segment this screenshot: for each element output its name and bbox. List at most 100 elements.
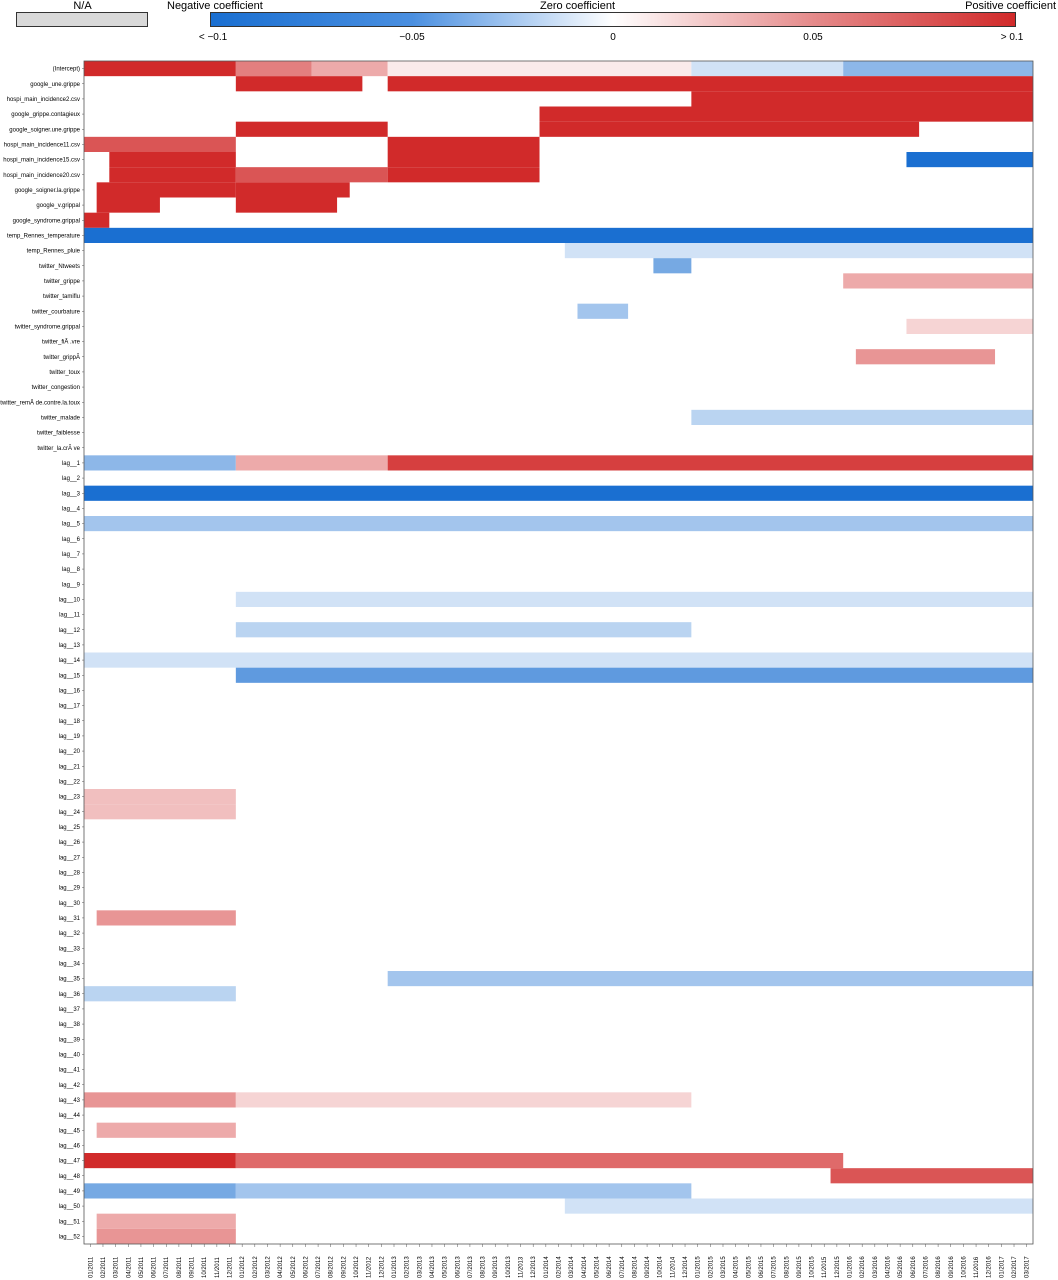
row-label: lag__31: [59, 916, 81, 922]
date-label: 09/2016: [949, 1256, 955, 1278]
row-label: twitter_malade: [41, 415, 81, 421]
heatmap-cell: [906, 318, 1033, 334]
date-label: 05/2015: [746, 1256, 752, 1278]
date-label: 07/2016: [923, 1256, 929, 1278]
row-label: lag__6: [62, 537, 81, 543]
row-label: lag__14: [59, 658, 81, 664]
heatmap-cell: [96, 910, 236, 926]
row-label: lag__36: [59, 992, 81, 998]
date-label: 02/2013: [405, 1256, 411, 1278]
heatmap-cell: [387, 61, 692, 77]
date-label: 04/2012: [278, 1256, 284, 1278]
heatmap-cell: [96, 1213, 236, 1229]
date-label: 01/2011: [88, 1256, 94, 1278]
date-label: 08/2011: [177, 1256, 183, 1278]
row-label: google_une.grippe: [30, 82, 80, 88]
row-label: lag__38: [59, 1022, 81, 1028]
row-label: hospi_main_incidence20.csv: [3, 173, 80, 179]
heatmap-cell: [235, 591, 1034, 607]
row-label: twitter_faiblesse: [37, 431, 81, 437]
row-label: lag__19: [59, 734, 81, 740]
row-label: lag__20: [59, 749, 81, 755]
date-label: 03/2011: [114, 1256, 120, 1278]
row-label: lag__17: [59, 704, 81, 710]
row-label: twitter_grippÃ: [43, 354, 80, 361]
heatmap-cell: [691, 409, 1033, 425]
date-label: 11/2015: [822, 1256, 828, 1278]
date-label: 12/2013: [531, 1256, 537, 1278]
heatmap-cell: [84, 986, 236, 1002]
heatmap-cell: [387, 971, 1033, 987]
row-label: twitter_toux: [49, 370, 80, 376]
row-label: lag__39: [59, 1037, 81, 1043]
row-label: lag__24: [59, 810, 81, 816]
date-label: 03/2016: [873, 1256, 879, 1278]
date-label: 06/2016: [911, 1256, 917, 1278]
heatmap-cell: [84, 516, 1033, 532]
legend-na-label: N/A: [73, 0, 92, 12]
row-label: lag__51: [59, 1219, 81, 1225]
heatmap-cell: [235, 455, 388, 471]
row-label: lag__2: [62, 476, 81, 482]
date-label: 10/2013: [506, 1256, 512, 1278]
row-label: lag__42: [59, 1083, 81, 1089]
row-label: lag__41: [59, 1068, 81, 1074]
row-label: lag__4: [62, 506, 81, 512]
date-label: 10/2014: [658, 1256, 664, 1278]
heatmap-cell: [235, 61, 312, 77]
date-label: 02/2016: [860, 1256, 866, 1278]
heatmap-cell: [843, 273, 1033, 289]
date-label: 02/2015: [708, 1256, 714, 1278]
heatmap-cell: [539, 106, 1033, 122]
row-label: google_soigner.une.grippe: [9, 127, 80, 133]
heatmap-cell: [109, 167, 236, 183]
row-label: lag__27: [59, 855, 81, 861]
date-label: 12/2015: [835, 1256, 841, 1278]
date-label: 12/2016: [987, 1256, 993, 1278]
heatmap-cell: [691, 91, 1033, 107]
date-label: 02/2012: [253, 1256, 259, 1278]
heatmap-cell: [84, 61, 236, 77]
heatmap-cell: [235, 1153, 844, 1169]
date-label: 09/2015: [797, 1256, 803, 1278]
heatmap-cell: [235, 622, 692, 638]
row-label: hospi_main_incidence11.csv: [4, 142, 80, 148]
row-label: lag__10: [59, 597, 81, 603]
date-label: 11/2011: [215, 1257, 221, 1278]
row-label: lag__37: [59, 1007, 81, 1013]
heatmap-cell: [577, 303, 629, 319]
row-label: google_v.grippal: [36, 203, 80, 209]
date-label: 03/2013: [417, 1256, 423, 1278]
heatmap-cell: [830, 1168, 1033, 1184]
row-label: lag__8: [62, 567, 81, 573]
date-label: 02/2011: [101, 1256, 107, 1278]
row-label: twitter_courbature: [32, 309, 81, 315]
heatmap-cell: [843, 61, 1033, 77]
date-label: 10/2016: [961, 1256, 967, 1278]
row-label: lag__25: [59, 825, 81, 831]
heatmap-cell: [653, 258, 692, 274]
heatmap-cell: [235, 76, 363, 92]
heatmap-cell: [84, 136, 236, 152]
legend-zero-label: Zero coefficient: [540, 0, 616, 12]
date-label: 03/2014: [569, 1256, 575, 1278]
heatmap-cell: [387, 152, 540, 168]
date-label: 02/2017: [1012, 1256, 1018, 1278]
date-label: 12/2014: [683, 1256, 689, 1278]
heatmap-cell: [84, 227, 1033, 243]
row-label: lag__34: [59, 961, 81, 967]
date-label: 10/2011: [202, 1256, 208, 1278]
heatmap-cell: [84, 455, 236, 471]
date-label: 07/2015: [772, 1256, 778, 1278]
heatmap-cell: [235, 667, 1034, 683]
row-label: lag__15: [59, 673, 81, 679]
date-label: 02/2014: [557, 1256, 563, 1278]
row-label: lag__7: [62, 552, 81, 558]
row-label: lag__44: [59, 1113, 81, 1119]
row-label: lag__12: [59, 628, 81, 634]
row-label: lag__47: [59, 1159, 81, 1165]
date-label: 11/2013: [519, 1256, 525, 1278]
date-label: 05/2016: [898, 1256, 904, 1278]
date-label: 05/2014: [594, 1256, 600, 1278]
